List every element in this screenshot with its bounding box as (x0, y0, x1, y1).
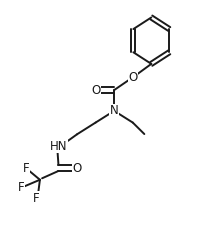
Text: F: F (33, 192, 40, 205)
Text: N: N (110, 104, 118, 117)
Text: O: O (91, 84, 100, 96)
Text: HN: HN (50, 140, 67, 152)
Text: F: F (18, 181, 25, 194)
Text: O: O (128, 71, 137, 84)
Text: O: O (72, 162, 82, 174)
Text: F: F (22, 162, 29, 175)
